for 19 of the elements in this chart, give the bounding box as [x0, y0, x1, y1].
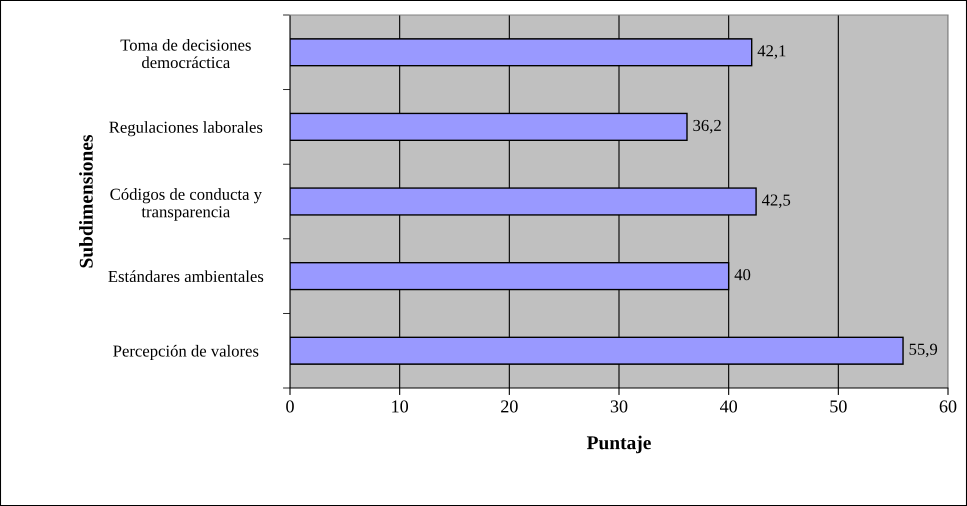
x-tick-label: 40 [720, 400, 738, 413]
x-tick-label: 50 [830, 400, 847, 413]
x-tick-label: 10 [392, 400, 408, 413]
y-tick-label: Percepción de valores [113, 344, 258, 360]
x-axis-title: Puntaje [586, 436, 651, 454]
y-tick-label: Códigos de conducta y transparencia [110, 188, 262, 221]
y-tick-label: Toma de decisiones democráctica [120, 38, 251, 68]
data-label: 40 [734, 269, 750, 280]
data-label: 42,1 [758, 45, 786, 59]
y-tick-label: Estándares ambientales [108, 270, 264, 282]
data-label: 55,9 [910, 344, 938, 358]
data-label: 36,2 [693, 120, 721, 134]
y-axis-title: Subdimensiones [79, 134, 93, 268]
data-label: 42,5 [762, 194, 790, 208]
x-tick-label: 0 [286, 400, 294, 413]
x-tick-label: 30 [610, 400, 628, 413]
y-tick-label: Regulaciones laborales [109, 121, 262, 136]
x-tick-label: 20 [501, 400, 518, 413]
x-tick-label: 60 [940, 400, 956, 413]
